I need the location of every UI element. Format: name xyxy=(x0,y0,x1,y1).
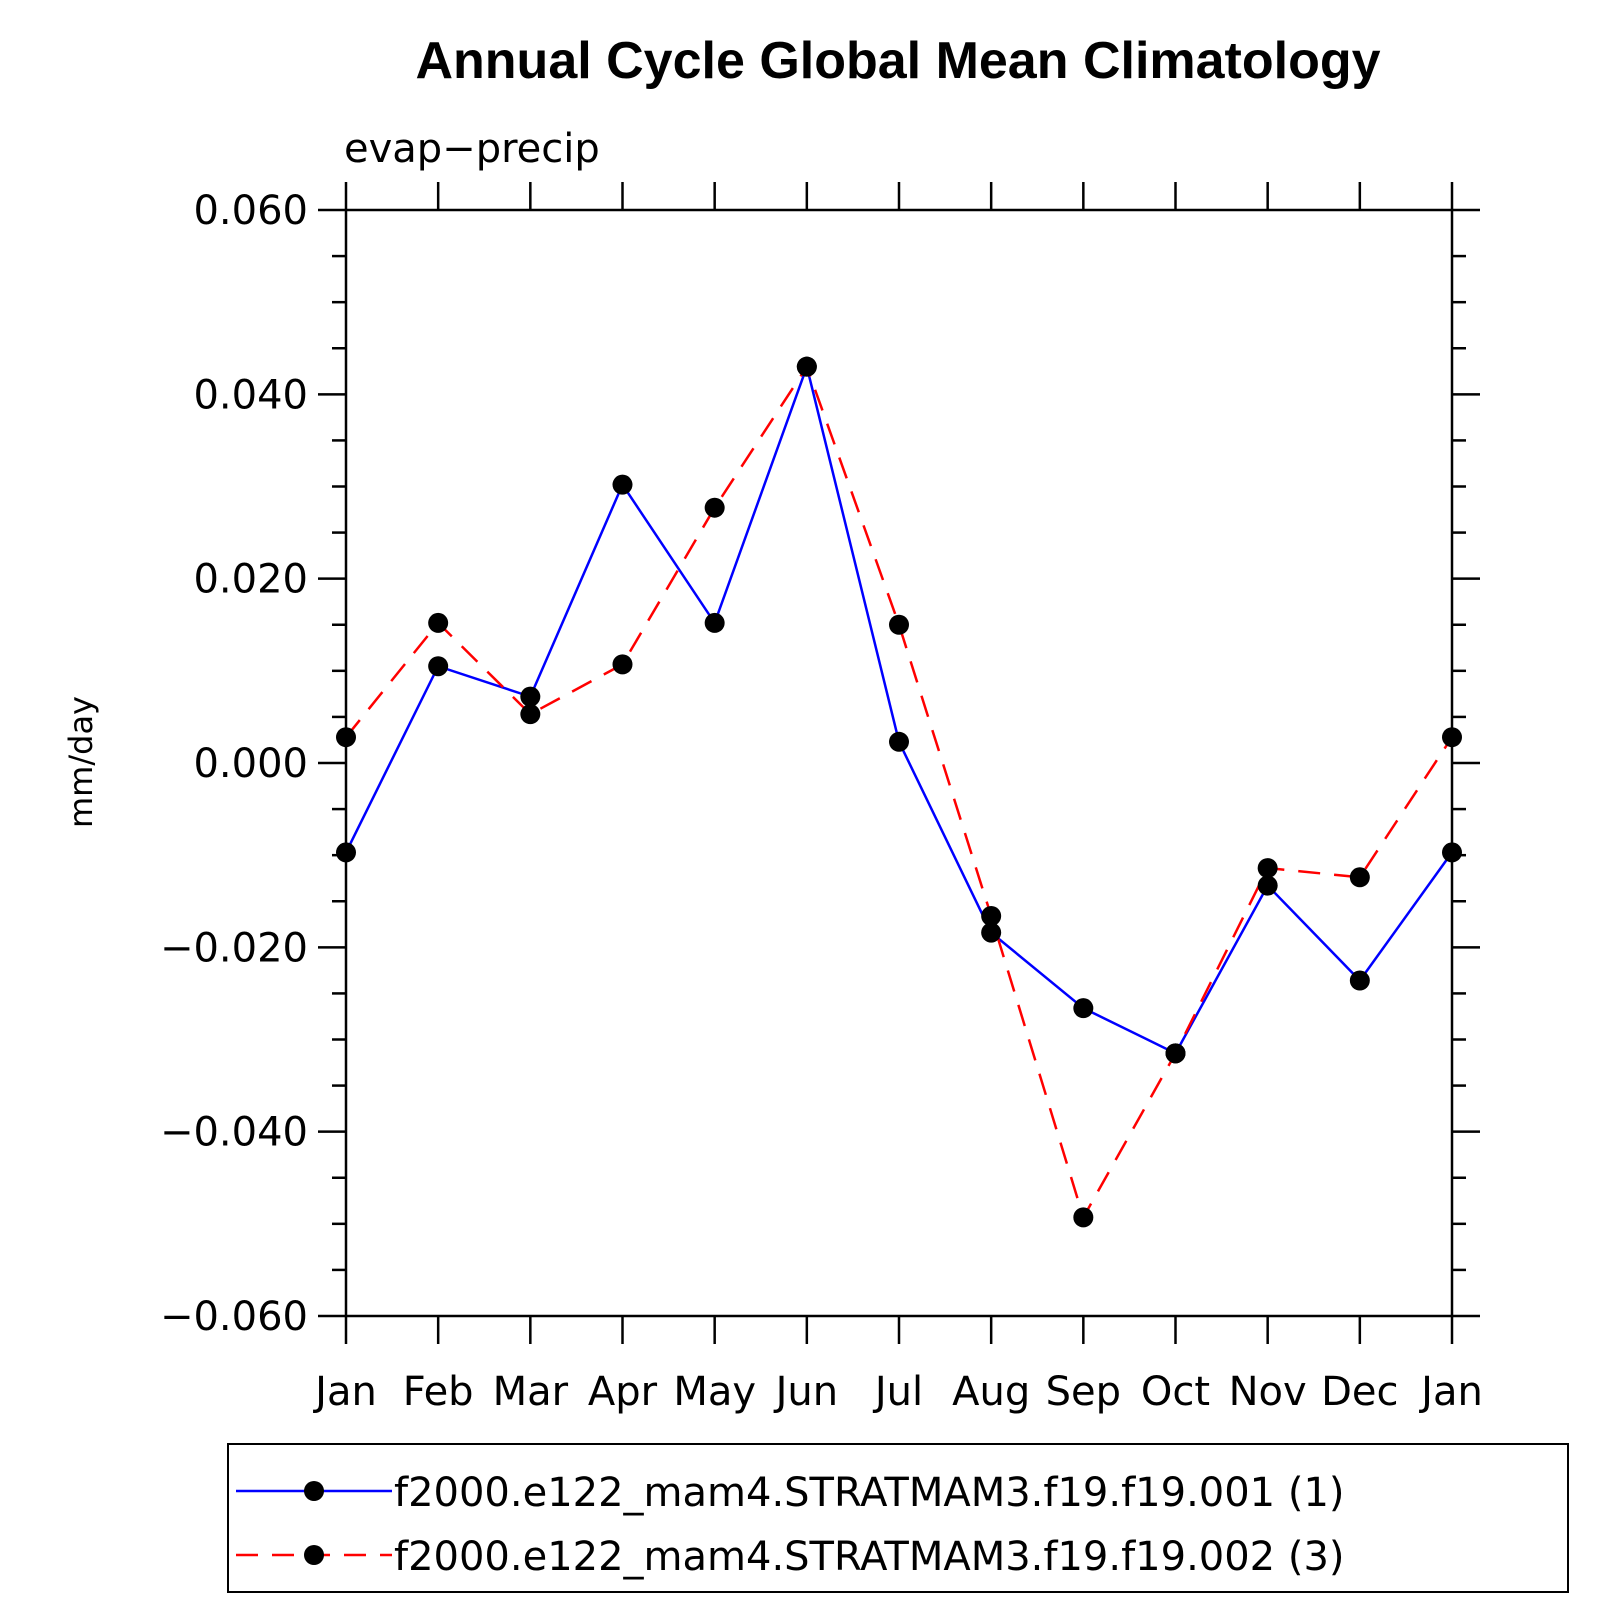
x-tick-labels: Jan Feb Mar Apr May Jun Jul Aug Sep Oct Nov Dec Jan xyxy=(312,1369,1483,1415)
series-line-2 xyxy=(345,363,1454,1221)
legend-box xyxy=(227,1443,1569,1593)
legend-label-2: f2000.e122_mam4.STRATMAM3.f19.f19.002 (3… xyxy=(394,1534,1345,1580)
series-1-point xyxy=(520,686,541,707)
series-1-point xyxy=(1073,998,1094,1019)
x-tick-label: Jun xyxy=(773,1369,839,1415)
series-2-point xyxy=(1442,727,1462,748)
x-tick-label: Apr xyxy=(588,1369,658,1415)
series-2-point xyxy=(428,612,449,633)
y-tick-label: −0.060 xyxy=(160,1294,308,1340)
x-tick-label: Jan xyxy=(1418,1369,1483,1415)
series-1-point xyxy=(889,731,909,752)
x-tick-label: Feb xyxy=(403,1369,474,1415)
series-2-point xyxy=(981,905,1002,926)
y-tick-label: 0.020 xyxy=(193,557,308,603)
y-axis-label: mm/day xyxy=(62,696,100,828)
legend: f2000.e122_mam4.STRATMAM3.f19.f19.001 (1… xyxy=(227,1443,1569,1593)
y-tick-label: 0.060 xyxy=(193,188,308,234)
series-1-point xyxy=(981,922,1002,943)
y-tick-label: −0.040 xyxy=(160,1110,308,1156)
y-tick-label: 0.000 xyxy=(193,741,308,787)
x-tick-label: Dec xyxy=(1321,1369,1398,1415)
y-tick-label: −0.020 xyxy=(160,925,308,971)
series-2-point xyxy=(796,356,817,377)
series-2-point xyxy=(336,727,356,748)
x-tick-label: Aug xyxy=(952,1369,1030,1415)
series-2-point xyxy=(889,614,909,635)
chart-subtitle: evap−precip xyxy=(344,126,600,172)
x-tick-label: Nov xyxy=(1229,1369,1307,1415)
series-line-1 xyxy=(344,362,1454,1055)
series-1-point xyxy=(336,842,356,863)
series-1-point xyxy=(428,656,449,677)
series-2-point xyxy=(1349,867,1370,888)
x-tick-label: Jan xyxy=(312,1369,377,1415)
series-2-point xyxy=(1073,1207,1094,1228)
plot-frame xyxy=(344,208,1454,1318)
series-1-point xyxy=(612,474,633,495)
x-tick-label: May xyxy=(673,1369,756,1415)
series-1-point xyxy=(1349,970,1370,991)
series-1-point xyxy=(1257,875,1278,896)
x-tick-label: Jul xyxy=(872,1369,923,1415)
x-tick-label: Sep xyxy=(1046,1369,1121,1415)
y-tick-label: 0.040 xyxy=(193,372,308,418)
series-2-point xyxy=(1165,1043,1186,1064)
series-layer xyxy=(336,356,1462,1228)
legend-marker-2 xyxy=(304,1545,324,1565)
y-tick-labels: 0.060 0.040 0.020 0.000 −0.020 −0.040 −0.060 xyxy=(160,188,308,1340)
series-1-point xyxy=(1442,842,1462,863)
series-1-point xyxy=(704,612,725,633)
tick-marks xyxy=(318,182,1480,1344)
x-tick-label: Oct xyxy=(1141,1369,1210,1415)
series-2-point xyxy=(704,497,725,518)
chart-title: Annual Cycle Global Mean Climatology xyxy=(415,32,1380,90)
series-2-point xyxy=(612,654,633,675)
x-tick-label: Mar xyxy=(493,1369,569,1415)
series-2-point xyxy=(1257,858,1278,879)
legend-marker-1 xyxy=(304,1481,324,1501)
legend-label-1: f2000.e122_mam4.STRATMAM3.f19.f19.001 (1… xyxy=(394,1470,1345,1516)
series-2-point xyxy=(520,704,541,725)
